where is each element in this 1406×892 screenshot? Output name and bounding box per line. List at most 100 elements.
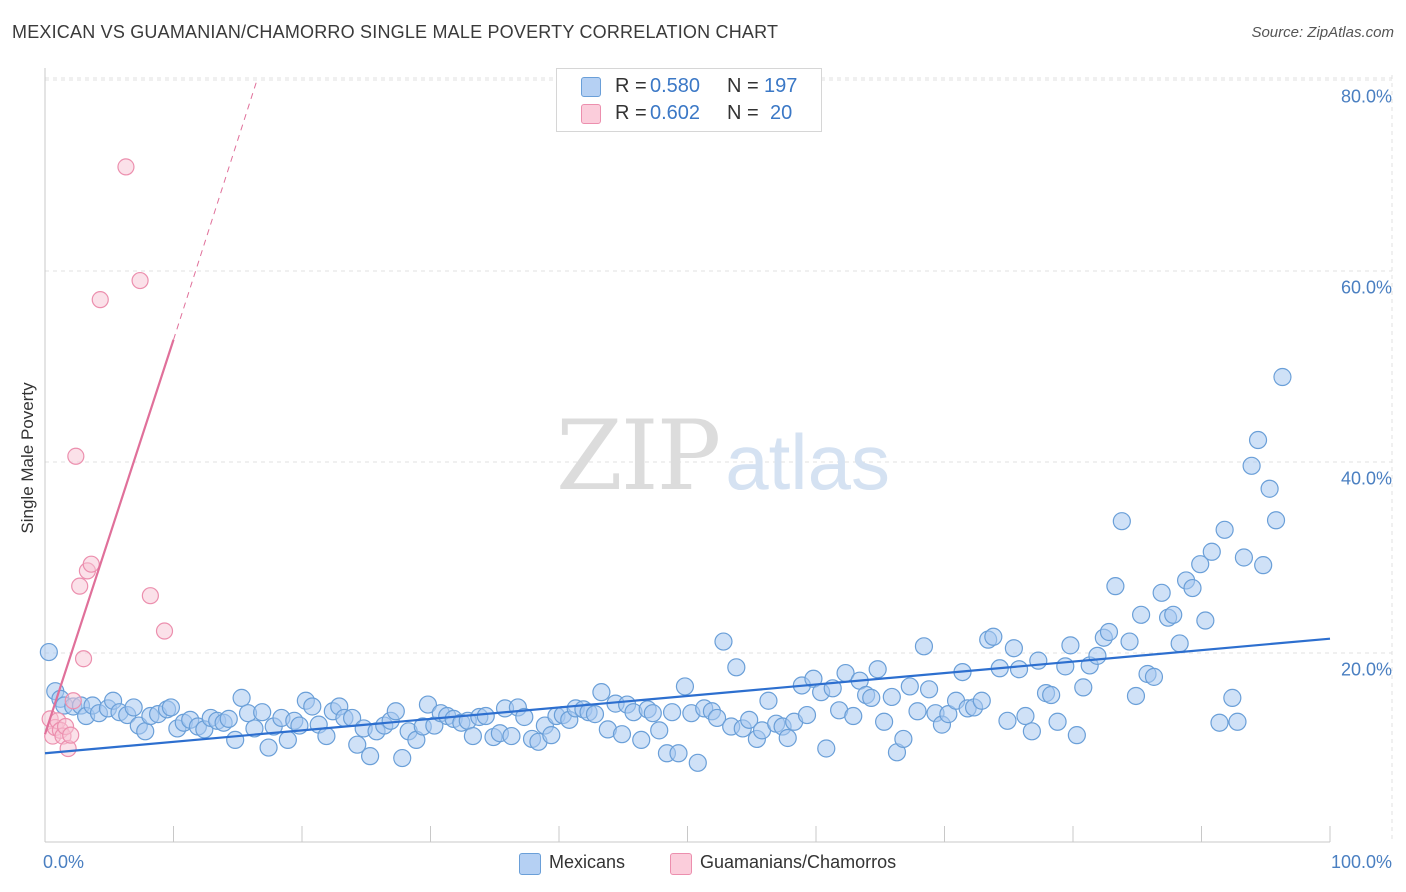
- data-point-mexicans: [1183, 578, 1202, 598]
- data-point-mexicans: [515, 707, 534, 727]
- data-point-mexicans: [232, 688, 251, 707]
- n-value: 197: [764, 75, 798, 97]
- data-point-mexicans: [778, 728, 797, 748]
- data-point-mexicans: [1228, 712, 1247, 731]
- data-point-mexicans: [662, 703, 682, 722]
- data-point-guamanians: [62, 726, 80, 744]
- trend-line-guamanians: [43, 339, 175, 735]
- mexicans-points: [39, 367, 1292, 772]
- data-point-guamanians: [131, 271, 149, 290]
- data-point-mexicans: [1215, 520, 1234, 539]
- stats-box: R = 0.580 N = 197 R = 0.602 N = 20: [556, 68, 822, 132]
- data-point-mexicans: [1022, 722, 1041, 741]
- data-point-mexicans: [219, 709, 238, 728]
- data-point-mexicans: [226, 730, 245, 750]
- data-point-mexicans: [740, 710, 759, 729]
- data-point-mexicans: [1260, 479, 1279, 498]
- data-point-mexicans: [643, 704, 662, 723]
- data-point-mexicans: [998, 711, 1017, 730]
- legend-swatch-mexicans: [519, 853, 541, 875]
- data-point-mexicans: [914, 637, 934, 656]
- data-point-mexicans: [1088, 646, 1107, 665]
- data-point-mexicans: [1099, 622, 1119, 642]
- data-point-mexicans: [1223, 688, 1242, 707]
- data-point-mexicans: [612, 725, 632, 744]
- data-point-mexicans: [882, 687, 901, 707]
- watermark-zip: ZIP: [556, 400, 721, 512]
- data-point-mexicans: [245, 719, 264, 738]
- data-point-mexicans: [463, 726, 483, 746]
- data-point-mexicans: [502, 726, 521, 746]
- legend-label: Guamanians/Chamorros: [700, 852, 897, 872]
- data-point-mexicans: [727, 658, 746, 677]
- data-point-mexicans: [1112, 512, 1131, 531]
- data-point-mexicans: [278, 730, 297, 750]
- data-point-mexicans: [1273, 367, 1292, 387]
- r-value: 0.580: [650, 75, 701, 97]
- data-point-mexicans: [1234, 548, 1254, 567]
- data-point-mexicans: [900, 677, 919, 696]
- r-value: 0.602: [650, 102, 701, 124]
- data-point-mexicans: [136, 722, 155, 741]
- data-point-mexicans: [418, 695, 438, 714]
- data-point-mexicans: [592, 683, 611, 702]
- data-point-guamanians: [74, 650, 93, 668]
- guamanians-swatch: [581, 104, 601, 124]
- data-point-mexicans: [1056, 657, 1075, 676]
- data-point-mexicans: [1202, 542, 1221, 561]
- data-point-mexicans: [1152, 583, 1171, 602]
- data-point-mexicans: [253, 703, 272, 722]
- data-point-mexicans: [476, 706, 495, 726]
- data-point-mexicans: [675, 677, 695, 696]
- trend-lines: [43, 79, 1331, 755]
- data-point-mexicans: [1120, 632, 1139, 651]
- data-point-guamanians: [91, 291, 109, 309]
- data-point-mexicans: [1106, 577, 1125, 596]
- data-point-mexicans: [1061, 636, 1080, 655]
- data-point-mexicans: [1210, 713, 1229, 732]
- stats-row-guamanians: R = 0.602 N = 20: [557, 102, 821, 126]
- data-point-mexicans: [650, 721, 669, 740]
- r-label: R =: [615, 75, 647, 97]
- y-axis-label: Single Male Poverty: [18, 382, 37, 534]
- data-point-mexicans: [259, 738, 278, 757]
- y-tick-label: 40.0%: [1340, 468, 1392, 489]
- watermark-atlas: atlas: [725, 418, 890, 506]
- data-point-mexicans: [797, 705, 817, 725]
- data-point-mexicans: [919, 680, 939, 699]
- y-tick-label: 60.0%: [1340, 277, 1392, 298]
- data-point-mexicans: [972, 691, 991, 710]
- data-point-mexicans: [303, 697, 322, 716]
- data-point-mexicans: [908, 702, 927, 721]
- data-point-mexicans: [1029, 651, 1048, 670]
- data-point-mexicans: [894, 729, 913, 749]
- x-tick-label-min: 0.0%: [43, 852, 85, 872]
- data-point-mexicans: [632, 730, 651, 750]
- data-point-mexicans: [707, 708, 727, 728]
- data-point-mexicans: [1196, 611, 1215, 630]
- data-point-mexicans: [714, 632, 733, 651]
- data-point-mexicans: [844, 706, 863, 726]
- data-point-mexicans: [361, 747, 380, 766]
- data-point-guamanians: [71, 577, 89, 595]
- trend-line-mexicans: [44, 637, 1331, 755]
- data-point-guamanians: [155, 622, 174, 640]
- data-point-mexicans: [1016, 706, 1035, 726]
- data-point-mexicans: [804, 669, 823, 688]
- data-point-mexicans: [161, 698, 181, 717]
- data-point-mexicans: [817, 739, 836, 758]
- data-point-mexicans: [393, 748, 412, 768]
- n-value: 20: [770, 102, 793, 124]
- data-point-mexicans: [1144, 667, 1164, 686]
- data-point-mexicans: [1170, 634, 1189, 653]
- data-point-mexicans: [1009, 660, 1029, 679]
- data-point-mexicans: [1067, 726, 1086, 745]
- x-tick-label-max: 100.0%: [1330, 852, 1392, 872]
- legend-label: Mexicans: [549, 852, 626, 872]
- data-point-mexicans: [1254, 556, 1273, 575]
- chart-title: MEXICAN VS GUAMANIAN/CHAMORRO SINGLE MAL…: [12, 22, 779, 42]
- data-point-mexicans: [1248, 430, 1268, 450]
- n-label: N =: [727, 75, 759, 97]
- data-point-mexicans: [39, 642, 58, 662]
